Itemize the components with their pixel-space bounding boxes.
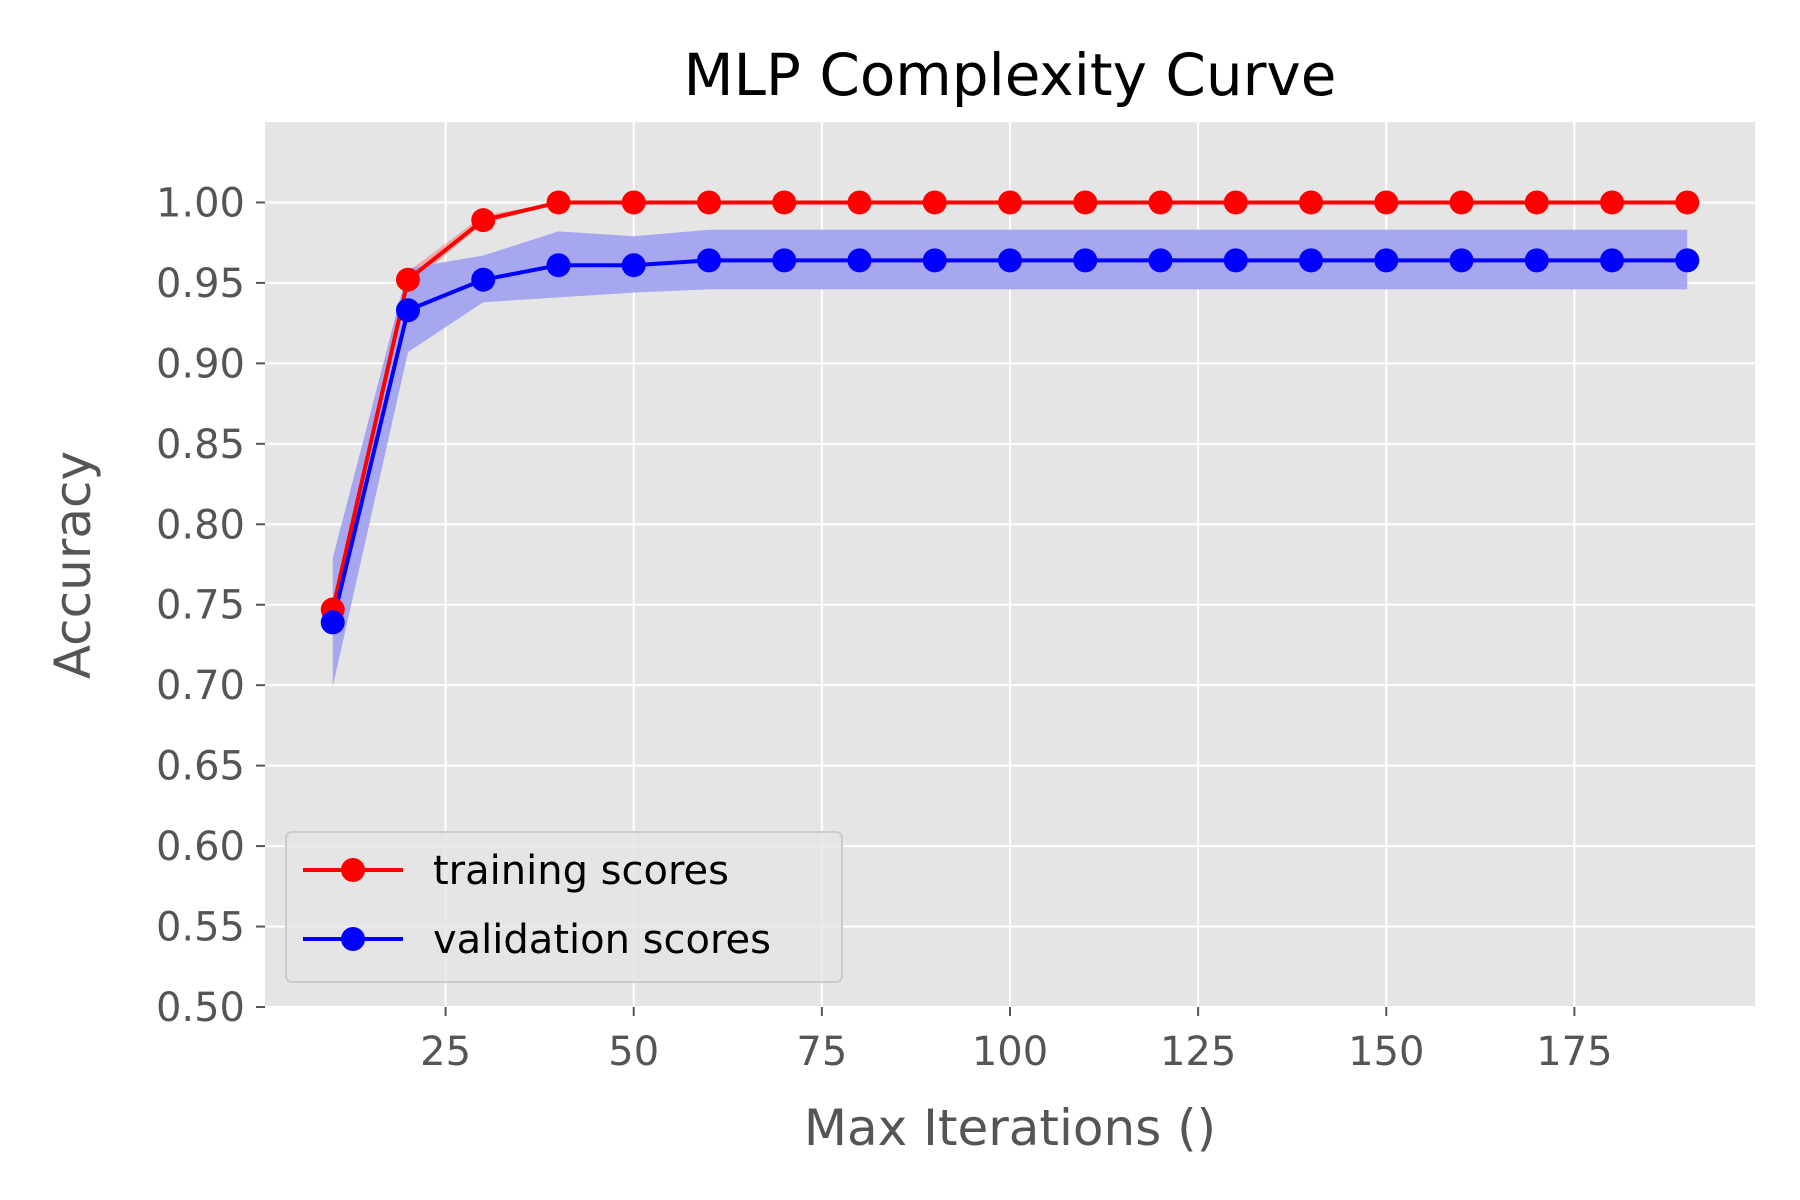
y-tick-label-2: 0.60 (156, 824, 245, 870)
point-training-12 (1223, 190, 1248, 215)
point-validation-3 (546, 253, 571, 278)
point-validation-2 (471, 267, 496, 292)
legend-box (285, 831, 843, 983)
legend-marker-validation (341, 927, 365, 951)
x-tick-label-2: 75 (796, 1029, 847, 1075)
chart-title: MLP Complexity Curve (684, 41, 1337, 109)
y-tick-label-10: 1.00 (156, 180, 245, 226)
point-training-14 (1374, 190, 1399, 215)
point-validation-8 (922, 248, 947, 273)
point-validation-5 (696, 248, 721, 273)
y-tick-label-3: 0.65 (156, 744, 245, 790)
point-validation-13 (1299, 248, 1324, 273)
point-validation-12 (1223, 248, 1248, 273)
legend: training scores validation scores (285, 831, 843, 983)
point-training-8 (922, 190, 947, 215)
point-training-9 (998, 190, 1022, 215)
x-tick-label-0: 25 (420, 1029, 471, 1075)
point-validation-0 (320, 610, 345, 635)
y-tick-label-6: 0.80 (156, 502, 245, 548)
x-tick-label-1: 50 (608, 1029, 659, 1075)
point-validation-17 (1600, 248, 1625, 273)
x-tick-label-3: 100 (972, 1029, 1048, 1075)
confidence-bands (332, 202, 1688, 687)
legend-marker-training (341, 858, 365, 882)
y-axis-label: Accuracy (44, 451, 102, 679)
point-validation-1 (395, 298, 420, 323)
point-validation-14 (1374, 248, 1399, 273)
point-training-13 (1299, 190, 1324, 215)
x-axis-label: Max Iterations () (804, 1099, 1216, 1157)
point-validation-9 (998, 248, 1022, 273)
y-tick-label-7: 0.85 (156, 422, 245, 468)
band-validation (332, 229, 1688, 687)
point-validation-16 (1524, 248, 1549, 273)
series-points (320, 190, 1700, 635)
point-training-11 (1148, 190, 1173, 215)
x-tick-label-4: 125 (1160, 1029, 1236, 1075)
point-training-1 (395, 267, 420, 292)
point-validation-4 (621, 253, 646, 278)
y-tick-label-1: 0.55 (156, 905, 245, 951)
legend-label-validation: validation scores (433, 917, 771, 963)
point-validation-11 (1148, 248, 1173, 273)
y-tick-label-5: 0.75 (156, 583, 245, 629)
point-validation-18 (1675, 248, 1700, 273)
y-axis-ticks: 0.50 0.55 0.60 0.65 0.70 0.75 0.80 0.85 0.90 0.95… (156, 180, 265, 1031)
point-training-18 (1675, 190, 1700, 215)
y-tick-label-8: 0.90 (156, 341, 245, 387)
point-training-3 (546, 190, 571, 215)
point-validation-6 (772, 248, 797, 273)
point-training-6 (772, 190, 797, 215)
point-training-7 (847, 190, 872, 215)
point-training-5 (696, 190, 721, 215)
point-training-10 (1073, 190, 1098, 215)
point-validation-15 (1449, 248, 1474, 273)
y-tick-label-9: 0.95 (156, 261, 245, 307)
point-training-15 (1449, 190, 1474, 215)
point-training-16 (1524, 190, 1549, 215)
point-training-17 (1600, 190, 1625, 215)
point-training-2 (471, 208, 496, 233)
legend-label-training: training scores (433, 848, 729, 894)
point-training-4 (621, 190, 646, 215)
x-axis-ticks: 25 50 75 100 125 150 175 (420, 1007, 1613, 1075)
y-tick-label-4: 0.70 (156, 663, 245, 709)
x-tick-label-5: 150 (1348, 1029, 1424, 1075)
y-tick-label-0: 0.50 (156, 985, 245, 1031)
x-tick-label-6: 175 (1536, 1029, 1612, 1075)
point-validation-10 (1073, 248, 1098, 273)
point-validation-7 (847, 248, 872, 273)
